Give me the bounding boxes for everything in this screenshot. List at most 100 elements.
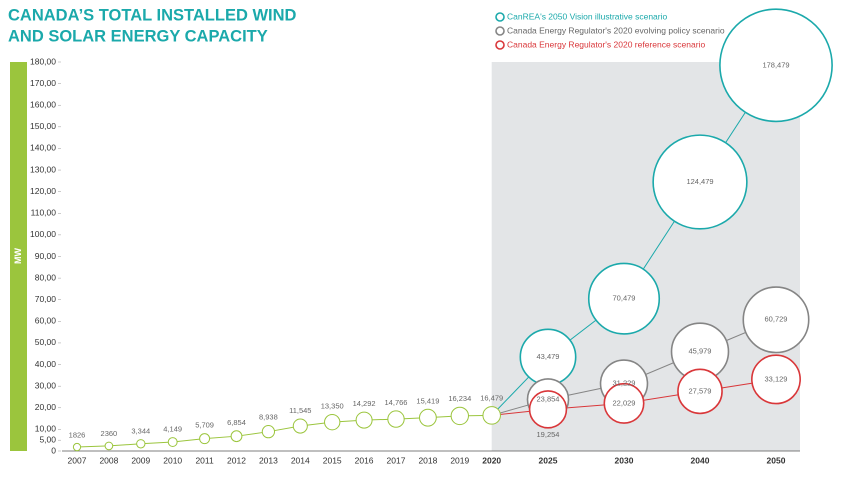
legend-label: CanREA's 2050 Vision illustrative scenar…: [507, 11, 667, 21]
bubble: [751, 354, 801, 405]
value-label: 178,479: [762, 60, 789, 69]
bubble: [587, 262, 661, 335]
value-label: 8,938: [259, 413, 278, 422]
legend-marker: [495, 12, 505, 22]
x-tick-label: 2019: [450, 455, 469, 465]
value-label: 16,234: [448, 394, 471, 403]
value-label: 3,344: [131, 427, 150, 436]
bubble: [136, 439, 146, 449]
y-tick-label: 0: [51, 445, 56, 455]
y-tick-label: 120,00: [30, 186, 56, 196]
y-axis-band: [10, 62, 27, 451]
bubble: [603, 382, 645, 424]
x-tick-label: 2014: [291, 455, 310, 465]
y-tick-label: 150,00: [30, 121, 56, 131]
value-label: 4,149: [163, 425, 182, 434]
y-tick-label: 60,00: [35, 316, 57, 326]
x-tick-label: 2008: [99, 455, 118, 465]
y-tick-label: 100,00: [30, 229, 56, 239]
series-line: [547, 319, 777, 400]
y-tick-label: 170,00: [30, 78, 56, 88]
bubble: [167, 437, 178, 447]
bubble: [719, 8, 833, 123]
y-tick-label: 20,00: [35, 402, 57, 412]
series-line: [547, 378, 777, 410]
bubble: [742, 286, 810, 354]
legend-marker: [495, 26, 505, 36]
y-tick-label: 90,00: [35, 251, 57, 261]
value-label: 5,709: [195, 421, 214, 430]
value-label: 11,545: [289, 406, 311, 415]
y-tick-label: 160,00: [30, 99, 56, 109]
value-label: 22,029: [613, 398, 636, 407]
value-label: 45,979: [689, 347, 712, 356]
y-axis-label: MW: [13, 248, 23, 264]
y-tick-label: 130,00: [30, 164, 56, 174]
y-tick-label: 70,00: [35, 294, 57, 304]
x-tick-label: 2013: [259, 455, 278, 465]
value-label: 31,229: [613, 378, 636, 387]
bubble: [528, 390, 568, 429]
bubble: [419, 408, 437, 427]
value-label: 23,854: [537, 394, 560, 403]
x-tick-label: 2009: [131, 455, 150, 465]
value-label: 13,350: [321, 401, 344, 410]
value-label: 1826: [69, 430, 86, 439]
value-label: 33,129: [765, 374, 788, 383]
value-label: 2360: [101, 429, 118, 438]
bubble: [261, 425, 276, 439]
value-label: 27,579: [689, 386, 712, 395]
value-label: 14,766: [385, 398, 408, 407]
y-tick-label: 10,00: [35, 424, 57, 434]
y-tick-label: 80,00: [35, 272, 57, 282]
y-tick-label: 30,00: [35, 380, 57, 390]
value-label: 43,479: [537, 352, 560, 361]
bubble: [482, 406, 501, 425]
x-tick-label: 2012: [227, 455, 246, 465]
bubble: [324, 413, 341, 431]
y-tick-label: 50,00: [35, 337, 57, 347]
x-tick-label: 2007: [68, 455, 87, 465]
x-tick-label: 2010: [163, 455, 182, 465]
value-label: 70,479: [613, 294, 636, 303]
bubble: [387, 410, 405, 428]
legend-marker: [495, 40, 505, 50]
y-tick-label: 40,00: [35, 359, 57, 369]
x-tick-label: 2030: [615, 455, 634, 465]
bubble: [450, 406, 469, 426]
value-label: 16,479: [480, 394, 503, 403]
x-tick-label: 2016: [355, 455, 374, 465]
bubble: [199, 433, 211, 445]
value-label: 14,292: [353, 399, 376, 408]
bubble: [230, 430, 243, 443]
chart-title: CANADA’S TOTAL INSTALLED WIND: [8, 6, 297, 24]
y-tick-label: 110,00: [31, 208, 57, 218]
x-tick-label: 2025: [539, 455, 558, 465]
x-tick-label: 2015: [323, 455, 342, 465]
x-tick-label: 2040: [691, 455, 710, 465]
bubble: [104, 441, 114, 451]
value-label: 19,254: [537, 430, 560, 439]
y-tick-label: 140,00: [30, 143, 56, 153]
bubble: [292, 418, 308, 434]
value-label: 124,479: [686, 177, 713, 186]
series-line: [547, 65, 777, 358]
bubble: [652, 134, 748, 230]
x-tick-label: 2011: [195, 455, 214, 465]
legend-label: Canada Energy Regulator's 2020 reference…: [507, 39, 705, 49]
x-tick-label: 2050: [767, 455, 786, 465]
value-label: 60,729: [765, 315, 788, 324]
bubble: [355, 411, 373, 429]
chart-title: AND SOLAR ENERGY CAPACITY: [8, 27, 268, 45]
y-tick-label: 180,00: [30, 56, 56, 66]
x-tick-label: 2017: [387, 455, 406, 465]
legend-label: Canada Energy Regulator's 2020 evolving …: [507, 25, 725, 35]
bubble: [72, 442, 82, 452]
value-label: 6,854: [227, 418, 246, 427]
x-tick-label: 2020: [482, 455, 501, 465]
value-label: 15,419: [416, 396, 439, 405]
x-tick-label: 2018: [418, 455, 437, 465]
bubble: [677, 368, 723, 415]
y-tick-label: 5,00: [39, 434, 56, 444]
